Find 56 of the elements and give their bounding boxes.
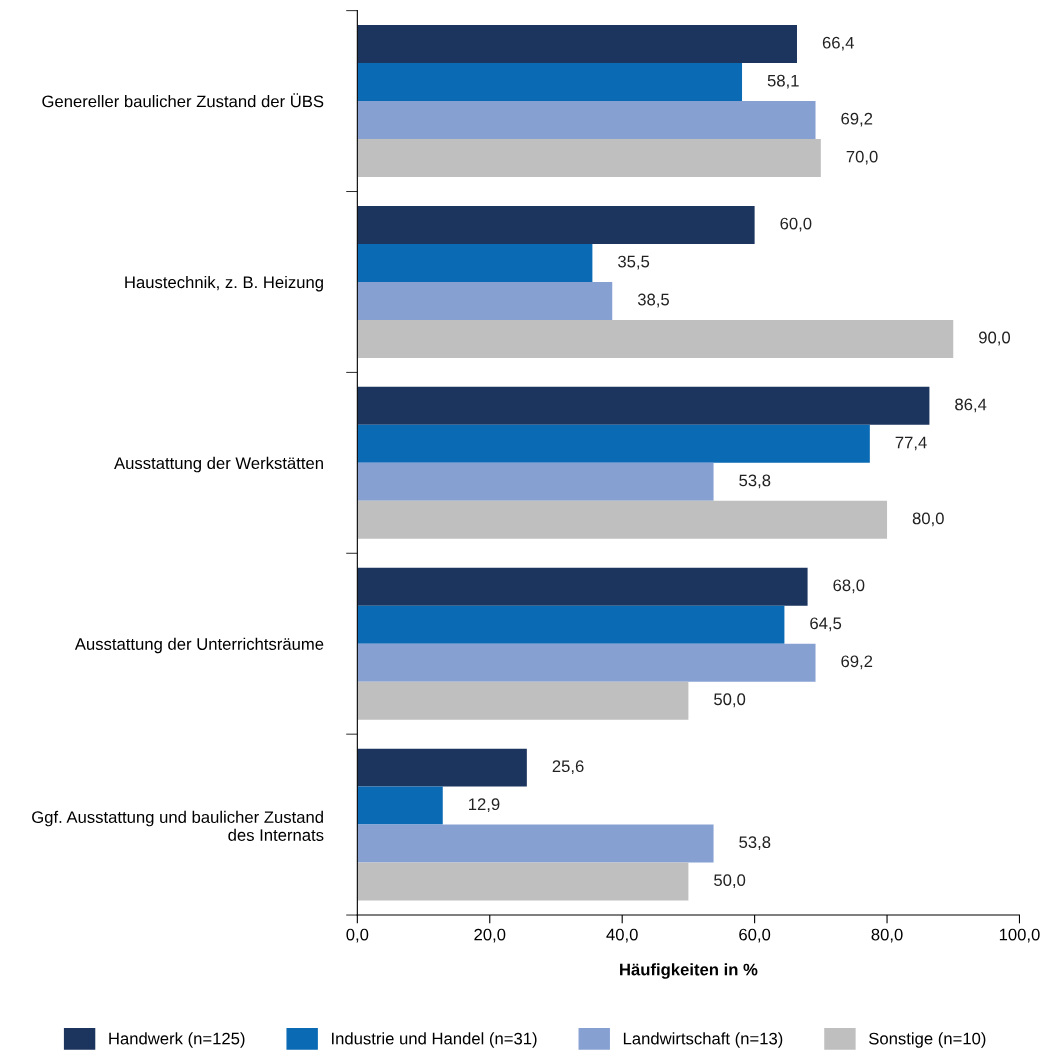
- x-tick-label: 80,0: [871, 928, 903, 943]
- bar: [357, 63, 743, 102]
- bar: [357, 139, 821, 178]
- y-tick-label: Ausstattung der Werkstätten: [114, 456, 323, 473]
- data-label: 38,5: [637, 293, 669, 308]
- data-label: 58,1: [767, 74, 799, 89]
- data-label: 68,0: [833, 579, 865, 594]
- data-label: 53,8: [739, 836, 771, 851]
- data-label: 86,4: [955, 398, 987, 413]
- bar: [357, 205, 755, 244]
- data-label: 77,4: [895, 436, 927, 451]
- bar: [357, 643, 816, 682]
- data-label: 90,0: [979, 331, 1011, 346]
- data-label: 50,0: [714, 693, 746, 708]
- bar: [357, 424, 870, 463]
- bar: [357, 605, 785, 644]
- y-tick-label: Haustechnik, z. B. Heizung: [125, 275, 323, 292]
- legend-label: Industrie und Handel (n=31): [332, 1032, 537, 1048]
- bar: [357, 862, 689, 901]
- x-axis-title: Häufigkeiten in %: [620, 963, 758, 979]
- data-label: 64,5: [810, 617, 842, 632]
- y-tick-label: Ausstattung der Unterrichtsräume: [74, 637, 324, 654]
- data-label: 66,4: [822, 36, 854, 51]
- bar: [357, 681, 689, 720]
- data-label: 60,0: [780, 217, 812, 232]
- bar: [357, 281, 613, 320]
- data-label: 35,5: [618, 255, 650, 270]
- x-tick-label: 20,0: [474, 928, 506, 943]
- data-label: 69,2: [841, 655, 873, 670]
- bar: [357, 319, 954, 358]
- y-tick-label: Genereller baulicher Zustand der ÜBS: [42, 93, 324, 108]
- data-label: 25,6: [552, 760, 584, 775]
- data-label: 69,2: [841, 112, 873, 127]
- data-label: 80,0: [912, 512, 944, 527]
- legend-label: Sonstige (n=10): [869, 1032, 986, 1048]
- data-label: 50,0: [714, 874, 746, 889]
- bar: [357, 824, 714, 863]
- legend-label: Landwirtschaft (n=13): [623, 1032, 783, 1048]
- legend-label: Handwerk (n=125): [109, 1032, 245, 1048]
- x-tick-label: 40,0: [606, 928, 638, 943]
- data-label: 12,9: [469, 798, 500, 813]
- bar: [357, 243, 593, 282]
- bar: [357, 101, 816, 140]
- bar: [357, 500, 888, 539]
- x-tick-label: 0,0: [346, 928, 369, 943]
- bar: [357, 567, 808, 606]
- data-label: 53,8: [739, 474, 771, 489]
- y-tick-label: Ggf. Ausstattung und baulicher Zustand des Internats: [32, 810, 324, 841]
- x-tick-label: 100,0: [999, 928, 1040, 943]
- bar: [357, 25, 797, 64]
- data-label: 70,0: [846, 150, 878, 165]
- bar: [357, 386, 930, 425]
- bar: [357, 748, 527, 787]
- bar: [357, 786, 443, 825]
- bar: [357, 462, 714, 501]
- x-tick-label: 60,0: [739, 928, 771, 943]
